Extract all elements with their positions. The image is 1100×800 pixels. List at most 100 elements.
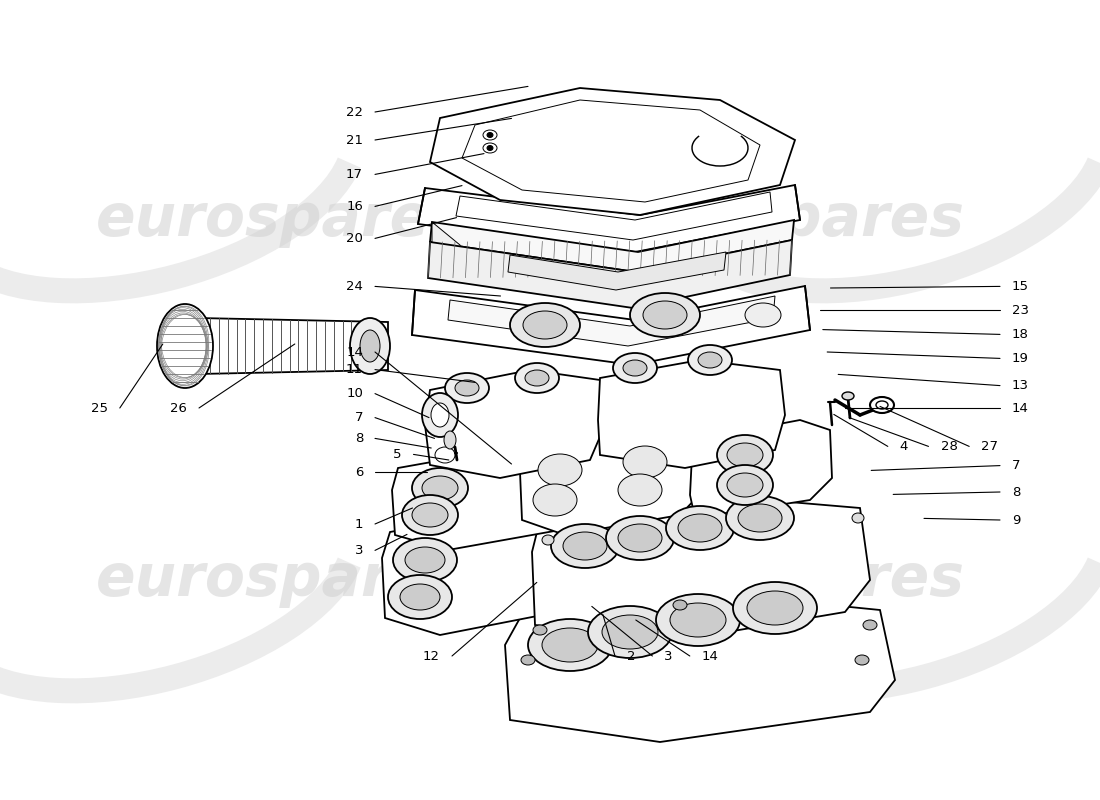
Polygon shape bbox=[198, 318, 388, 374]
Ellipse shape bbox=[521, 655, 535, 665]
Text: 23: 23 bbox=[1012, 304, 1028, 317]
Ellipse shape bbox=[388, 575, 452, 619]
Ellipse shape bbox=[522, 311, 566, 339]
Text: 22: 22 bbox=[346, 106, 363, 118]
Polygon shape bbox=[598, 360, 785, 468]
Text: eurospares: eurospares bbox=[96, 551, 464, 609]
Text: 12: 12 bbox=[424, 650, 440, 662]
Ellipse shape bbox=[726, 496, 794, 540]
Polygon shape bbox=[425, 370, 605, 478]
Polygon shape bbox=[418, 185, 800, 252]
Ellipse shape bbox=[733, 582, 817, 634]
Ellipse shape bbox=[422, 476, 458, 500]
Ellipse shape bbox=[698, 352, 722, 368]
Text: 24: 24 bbox=[346, 280, 363, 293]
Text: 13: 13 bbox=[1012, 379, 1028, 392]
Text: 28: 28 bbox=[940, 440, 957, 453]
Polygon shape bbox=[505, 590, 895, 742]
Polygon shape bbox=[462, 100, 760, 202]
Ellipse shape bbox=[666, 506, 734, 550]
Text: 2: 2 bbox=[627, 650, 636, 662]
Text: eurospares: eurospares bbox=[595, 191, 965, 249]
Ellipse shape bbox=[618, 474, 662, 506]
Ellipse shape bbox=[412, 468, 468, 508]
Polygon shape bbox=[412, 286, 810, 365]
Polygon shape bbox=[430, 88, 795, 215]
Ellipse shape bbox=[688, 345, 732, 375]
Ellipse shape bbox=[563, 532, 607, 560]
Ellipse shape bbox=[618, 524, 662, 552]
Ellipse shape bbox=[510, 303, 580, 347]
Ellipse shape bbox=[538, 454, 582, 486]
Ellipse shape bbox=[644, 301, 688, 329]
Ellipse shape bbox=[727, 473, 763, 497]
Polygon shape bbox=[508, 252, 726, 290]
Ellipse shape bbox=[623, 446, 667, 478]
Text: 8: 8 bbox=[1012, 486, 1021, 498]
Polygon shape bbox=[428, 240, 792, 308]
Text: 7: 7 bbox=[1012, 459, 1021, 472]
Text: 11: 11 bbox=[346, 363, 363, 376]
Ellipse shape bbox=[656, 594, 740, 646]
Ellipse shape bbox=[727, 443, 763, 467]
Ellipse shape bbox=[678, 514, 722, 542]
Ellipse shape bbox=[717, 465, 773, 505]
Ellipse shape bbox=[422, 393, 458, 437]
Text: 10: 10 bbox=[346, 387, 363, 400]
Polygon shape bbox=[532, 494, 870, 640]
Ellipse shape bbox=[673, 600, 688, 610]
Polygon shape bbox=[430, 220, 794, 272]
Ellipse shape bbox=[393, 538, 456, 582]
Ellipse shape bbox=[431, 403, 449, 427]
Ellipse shape bbox=[747, 591, 803, 625]
Text: 8: 8 bbox=[354, 432, 363, 445]
Ellipse shape bbox=[157, 304, 213, 388]
Text: 14: 14 bbox=[346, 346, 363, 358]
Ellipse shape bbox=[525, 370, 549, 386]
Ellipse shape bbox=[528, 619, 612, 671]
Ellipse shape bbox=[606, 516, 674, 560]
Ellipse shape bbox=[864, 620, 877, 630]
Ellipse shape bbox=[534, 625, 547, 635]
Text: 4: 4 bbox=[900, 440, 909, 453]
Ellipse shape bbox=[400, 584, 440, 610]
Ellipse shape bbox=[613, 353, 657, 383]
Ellipse shape bbox=[623, 360, 647, 376]
Ellipse shape bbox=[402, 495, 458, 535]
Ellipse shape bbox=[455, 380, 478, 396]
Text: 21: 21 bbox=[346, 134, 363, 146]
Ellipse shape bbox=[360, 330, 379, 362]
Ellipse shape bbox=[412, 503, 448, 527]
Ellipse shape bbox=[870, 397, 894, 413]
Ellipse shape bbox=[852, 513, 864, 523]
Ellipse shape bbox=[855, 655, 869, 665]
Ellipse shape bbox=[630, 293, 700, 337]
Ellipse shape bbox=[405, 547, 446, 573]
Text: 16: 16 bbox=[346, 200, 363, 213]
Ellipse shape bbox=[745, 303, 781, 327]
Ellipse shape bbox=[446, 373, 490, 403]
Ellipse shape bbox=[602, 615, 658, 649]
Ellipse shape bbox=[534, 484, 578, 516]
Text: 15: 15 bbox=[1012, 280, 1028, 293]
Text: 20: 20 bbox=[346, 232, 363, 245]
Ellipse shape bbox=[738, 504, 782, 532]
Text: 17: 17 bbox=[346, 168, 363, 181]
Ellipse shape bbox=[434, 447, 455, 463]
Ellipse shape bbox=[515, 363, 559, 393]
Ellipse shape bbox=[444, 431, 456, 449]
Text: 1: 1 bbox=[354, 518, 363, 530]
Text: 7: 7 bbox=[354, 411, 363, 424]
Text: 14: 14 bbox=[702, 650, 718, 662]
Text: 9: 9 bbox=[1012, 514, 1021, 526]
Text: eurospares: eurospares bbox=[96, 191, 464, 249]
Ellipse shape bbox=[588, 606, 672, 658]
Polygon shape bbox=[690, 420, 832, 518]
Ellipse shape bbox=[717, 435, 773, 475]
Ellipse shape bbox=[670, 603, 726, 637]
Text: 19: 19 bbox=[1012, 352, 1028, 365]
Text: eurospares: eurospares bbox=[595, 551, 965, 609]
Text: 3: 3 bbox=[664, 650, 673, 662]
Polygon shape bbox=[448, 296, 776, 346]
Text: 27: 27 bbox=[981, 440, 998, 453]
